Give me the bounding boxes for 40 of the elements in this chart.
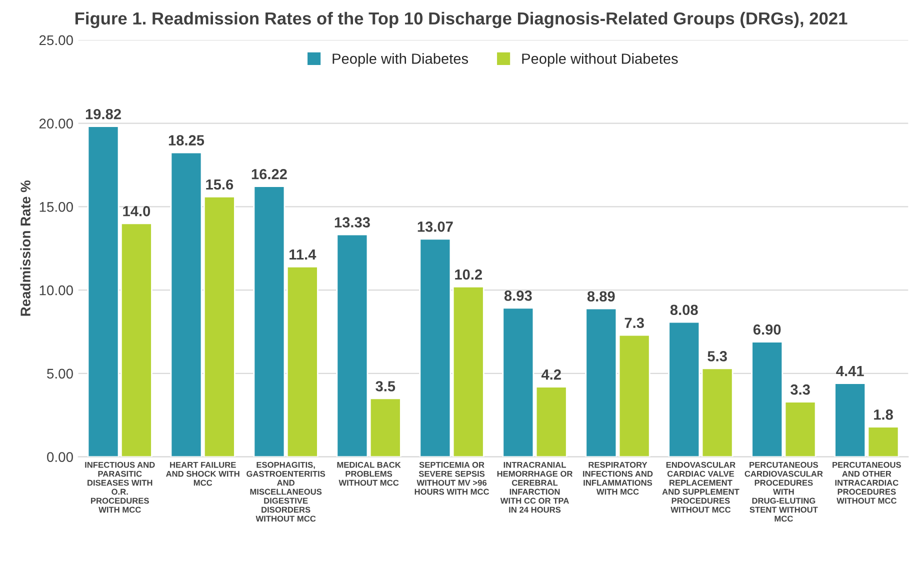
data-label: 5.3 bbox=[708, 351, 727, 362]
y-tick-label: 10.00 bbox=[40, 285, 73, 296]
data-label: 8.93 bbox=[504, 290, 532, 301]
legend-label: People with Diabetes bbox=[332, 53, 468, 67]
legend-label: People without Diabetes bbox=[522, 53, 678, 67]
x-tick-label: HEART FAILURE AND SHOCK WITH MCC bbox=[166, 462, 240, 486]
data-label: 8.08 bbox=[670, 304, 698, 316]
chart-title: Figure 1. Readmission Rates of the Top 10 Discharge Diagnosis-Related Groups (DRGs), 2021 bbox=[75, 12, 848, 28]
data-label: 3.3 bbox=[790, 384, 810, 395]
data-label: 18.25 bbox=[168, 135, 204, 146]
y-axis-title: Readmission Rate % bbox=[20, 180, 30, 316]
x-tick-label: ESOPHAGITIS, GASTROENTERITIS AND MISCELLANEOUS DIGESTIVE DISORDERS WITHOUT MCC bbox=[246, 462, 326, 522]
data-label: 13.33 bbox=[334, 217, 370, 228]
data-label: 4.41 bbox=[836, 366, 864, 376]
y-tick-label: 25.00 bbox=[39, 35, 73, 46]
data-label: 13.07 bbox=[418, 222, 453, 232]
data-label: 7.3 bbox=[624, 318, 644, 328]
y-tick-label: 20.00 bbox=[39, 118, 73, 129]
x-tick-label: INFECTIOUS AND PARASITIC DISEASES WITH O.R. PROCEDURES WITH MCC bbox=[85, 462, 155, 513]
y-tick-label: 5.00 bbox=[47, 368, 73, 379]
x-tick-label: RESPIRATORY INFECTIONS AND INFLAMMATIONS WITH MCC bbox=[583, 462, 653, 495]
data-label: 1.8 bbox=[874, 409, 893, 420]
x-tick-label: PERCUTANEOUS CARDIOVASCULAR PROCEDURES WITH DRUG-ELUTING STENT WITHOUT MCC bbox=[744, 462, 823, 522]
data-label: 11.4 bbox=[290, 250, 316, 260]
x-tick-label: INTRACRANIAL HEMORRHAGE OR CEREBRAL INFARCTION WITH CC OR TPA IN 24 HOURS bbox=[497, 462, 573, 513]
data-label: 19.82 bbox=[86, 108, 121, 120]
data-label: 10.2 bbox=[455, 269, 482, 280]
y-tick-label: 0.00 bbox=[47, 452, 73, 462]
data-label: 15.6 bbox=[206, 179, 234, 190]
x-tick-label: MEDICAL BACK PROBLEMS WITHOUT MCC bbox=[337, 462, 401, 486]
x-tick-label: ENDOVASCULAR CARDIAC VALVE REPLACEMENT AND SUPPLEMENT PROCEDURES WITHOUT MCC bbox=[662, 462, 740, 513]
data-label: 16.22 bbox=[252, 168, 287, 180]
data-label: 6.90 bbox=[753, 324, 781, 335]
x-tick-label: PERCUTANEOUS AND OTHER INTRACARDIAC PROCEDURES WITHOUT MCC bbox=[832, 462, 902, 504]
data-label: 14.0 bbox=[123, 206, 150, 216]
x-tick-label: SEPTICEMIA OR SEVERE SEPSIS WITHOUT MV >96 HOURS WITH MCC bbox=[414, 462, 490, 495]
data-label: 4.2 bbox=[541, 369, 561, 380]
data-label: 3.5 bbox=[376, 381, 396, 392]
y-tick-label: 15.00 bbox=[40, 202, 73, 212]
data-label: 8.89 bbox=[587, 291, 615, 302]
